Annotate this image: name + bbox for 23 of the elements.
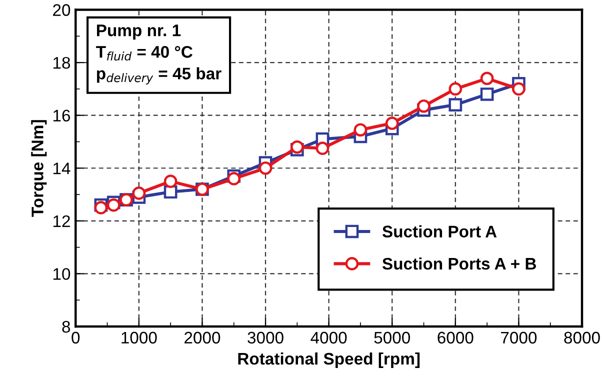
x-tick-label: 2000	[184, 332, 220, 344]
annotation: p$_{delivery}$ = 45 bar	[96, 67, 222, 84]
annotation: T$_{fluid}$ = 40 °C	[96, 46, 192, 61]
x-tick-label: 0	[72, 332, 80, 344]
x-tick-label: 1000	[122, 332, 157, 344]
legend-label: Suction Ports A + B	[382, 257, 536, 270]
x-tick-label: 6000	[438, 332, 474, 344]
legend-label: Suction Port A	[382, 225, 497, 238]
x-tick-label: 8000	[564, 332, 600, 344]
y-tick-label: 20	[53, 4, 70, 16]
y-tick-label: 8	[62, 320, 70, 333]
annotation: Pump nr. 1	[96, 24, 181, 40]
y-tick-label: 14	[54, 162, 70, 174]
x-tick-label: 3000	[248, 332, 284, 344]
x-tick-label: 5000	[374, 332, 410, 344]
x-axis-title: Rotational Speed [rpm]	[238, 352, 420, 368]
y-tick-label: 10	[54, 268, 70, 280]
y-tick-label: 12	[54, 215, 70, 227]
y-tick-label: 16	[54, 110, 70, 122]
x-tick-label: 4000	[310, 332, 347, 344]
x-tick-label: 7000	[501, 332, 537, 344]
y-axis-title: Torque [Nm]	[31, 120, 47, 217]
y-tick-label: 18	[54, 56, 70, 69]
